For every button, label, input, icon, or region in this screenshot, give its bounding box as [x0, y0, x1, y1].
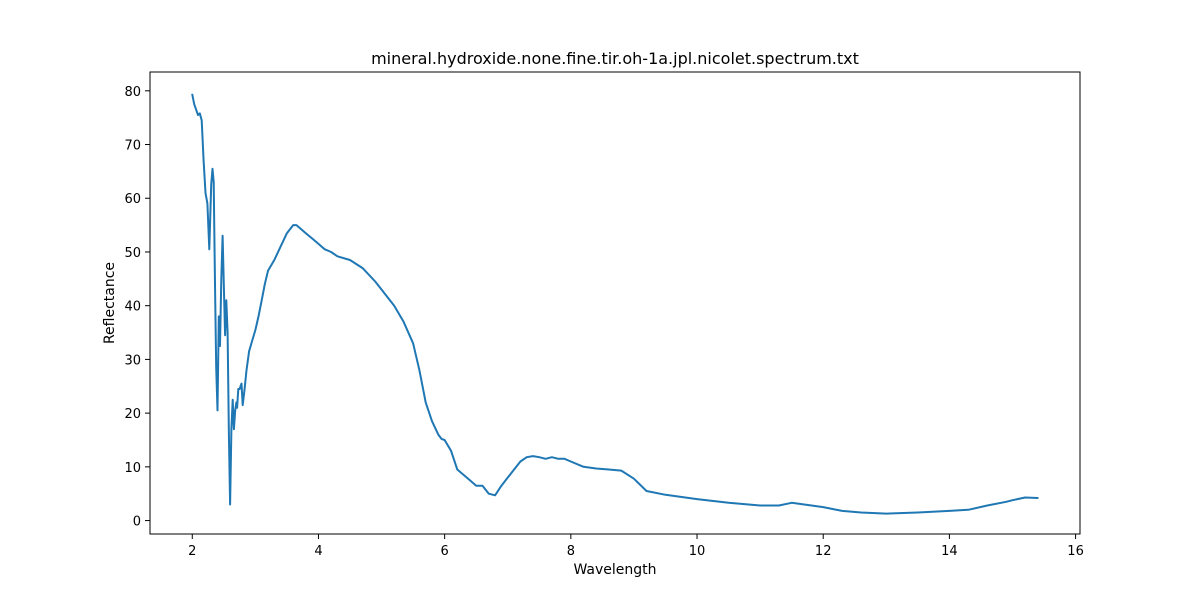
x-axis-ticks: 2 4 6 8 10 12 14 16: [188, 534, 1084, 559]
y-tick-label: 10: [124, 461, 141, 476]
y-tick-label: 80: [124, 85, 141, 100]
x-tick-label: 16: [1067, 544, 1084, 559]
y-tick-label: 50: [124, 246, 141, 261]
x-tick-label: 14: [941, 544, 958, 559]
y-axis-ticks: 0 10 20 30 40 50 60 70 80: [124, 85, 150, 530]
x-tick-label: 8: [567, 544, 575, 559]
y-tick-label: 40: [124, 300, 141, 315]
x-tick-label: 6: [441, 544, 449, 559]
axes-frame: [149, 71, 1081, 535]
x-tick-label: 4: [314, 544, 322, 559]
y-tick-label: 70: [124, 139, 141, 154]
x-tick-label: 2: [188, 544, 196, 559]
y-tick-label: 20: [124, 407, 141, 422]
chart-title: mineral.hydroxide.none.fine.tir.oh-1a.jp…: [371, 49, 859, 68]
y-tick-label: 0: [133, 515, 141, 530]
y-tick-label: 30: [124, 353, 141, 368]
x-tick-label: 12: [815, 544, 832, 559]
y-tick-label: 60: [124, 192, 141, 207]
y-axis-label: Reflectance: [102, 262, 118, 344]
x-axis-label: Wavelength: [573, 562, 656, 578]
x-tick-label: 10: [689, 544, 706, 559]
plot-area: 2 4 6 8 10 12 14 16 0 10 20 30 40 50 60 70 80: [124, 71, 1084, 559]
spectrum-line: [191, 93, 1039, 515]
